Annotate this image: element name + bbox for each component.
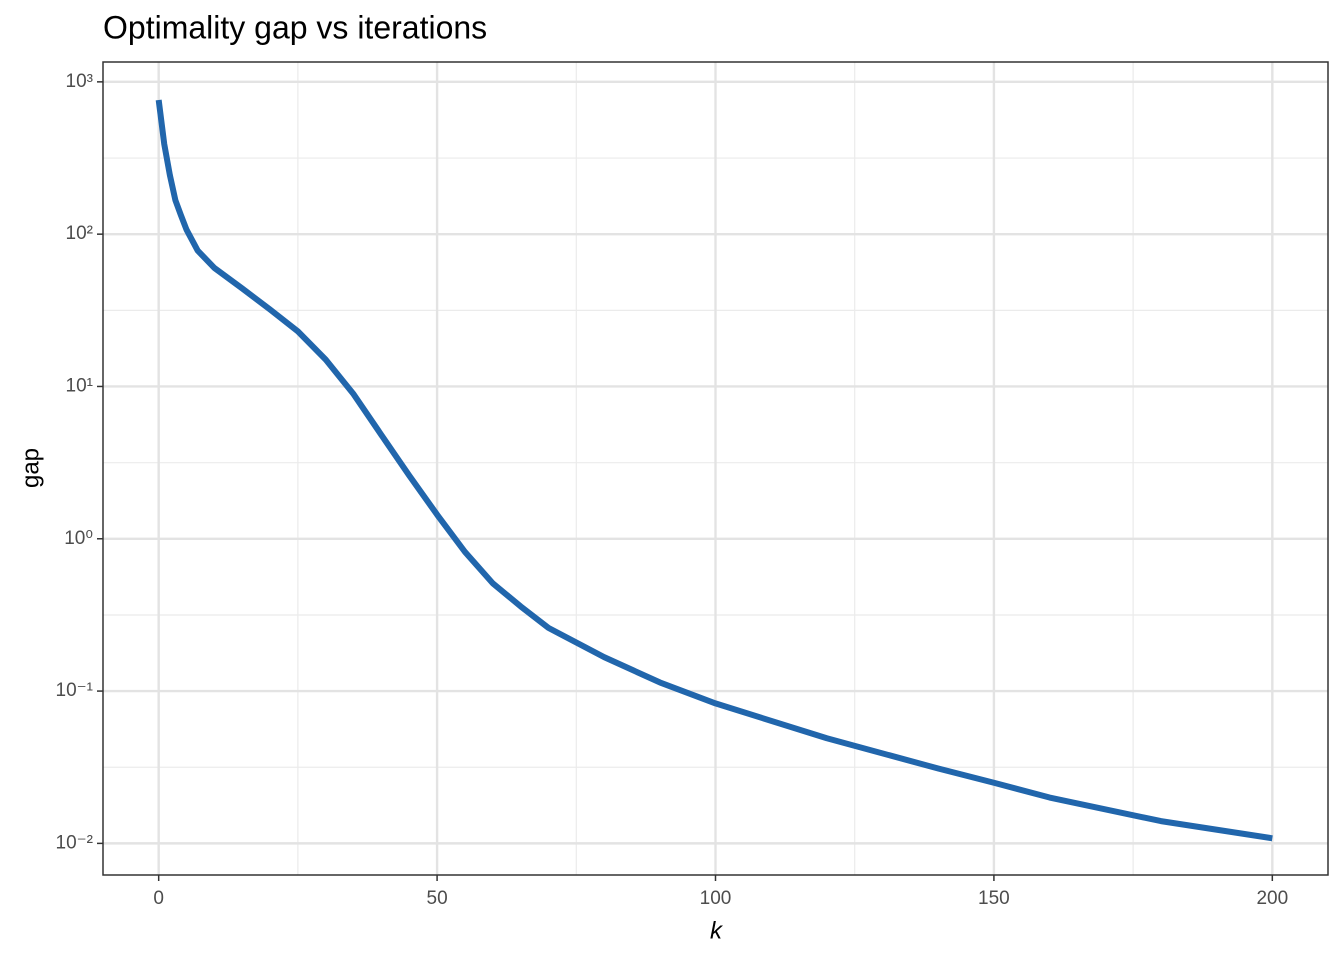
- x-tick-label: 200: [1256, 888, 1288, 909]
- x-axis-label: k: [710, 917, 724, 944]
- panel-border: [102, 61, 1329, 876]
- x-tick-label: 0: [153, 888, 164, 909]
- chart-title: Optimality gap vs iterations: [103, 9, 487, 45]
- y-tick-label: 10⁻¹: [56, 680, 94, 701]
- y-tick-label: 10⁻²: [56, 832, 94, 853]
- y-tick-label: 10¹: [66, 375, 93, 396]
- x-tick-label: 50: [427, 888, 448, 909]
- line: [155, 99, 1273, 842]
- y-tick-label: 10⁰: [64, 528, 93, 549]
- y-tick-label: 10³: [66, 71, 93, 92]
- y-axis-label: gap: [17, 448, 44, 488]
- y-tick-label: 10²: [66, 223, 93, 244]
- x-tick-label: 150: [978, 888, 1010, 909]
- x-tick-label: 100: [700, 888, 732, 909]
